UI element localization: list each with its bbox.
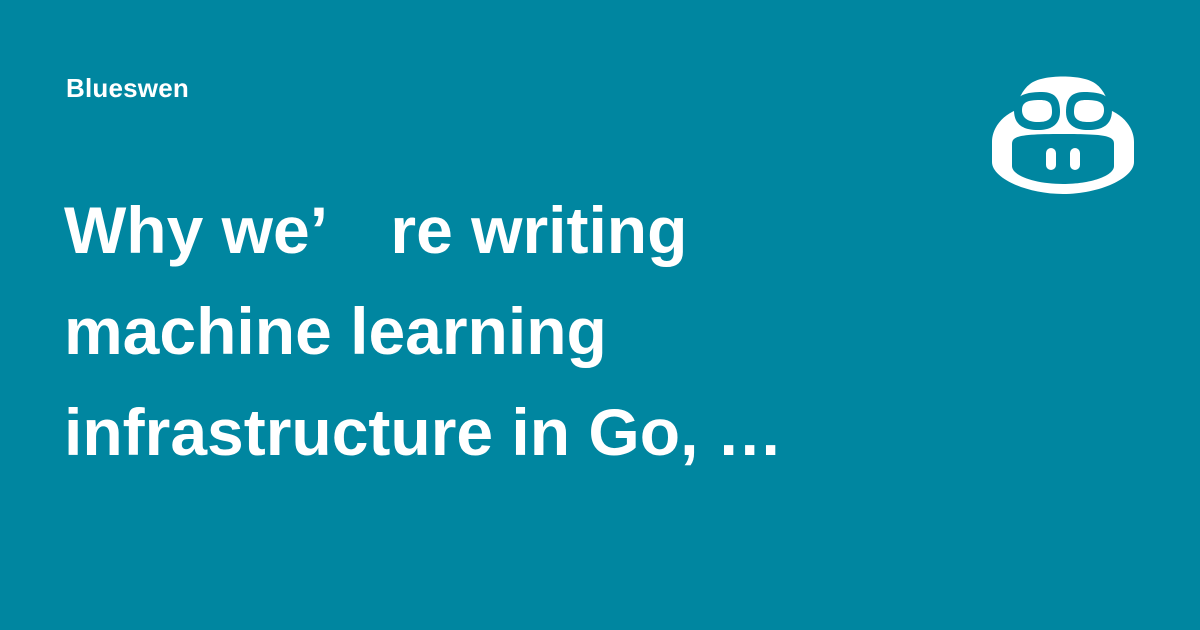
author-name: Blueswen <box>66 73 189 103</box>
post-title: Why we’ re writing machine learning infr… <box>64 193 783 469</box>
copilot-mascot-icon <box>992 76 1134 194</box>
